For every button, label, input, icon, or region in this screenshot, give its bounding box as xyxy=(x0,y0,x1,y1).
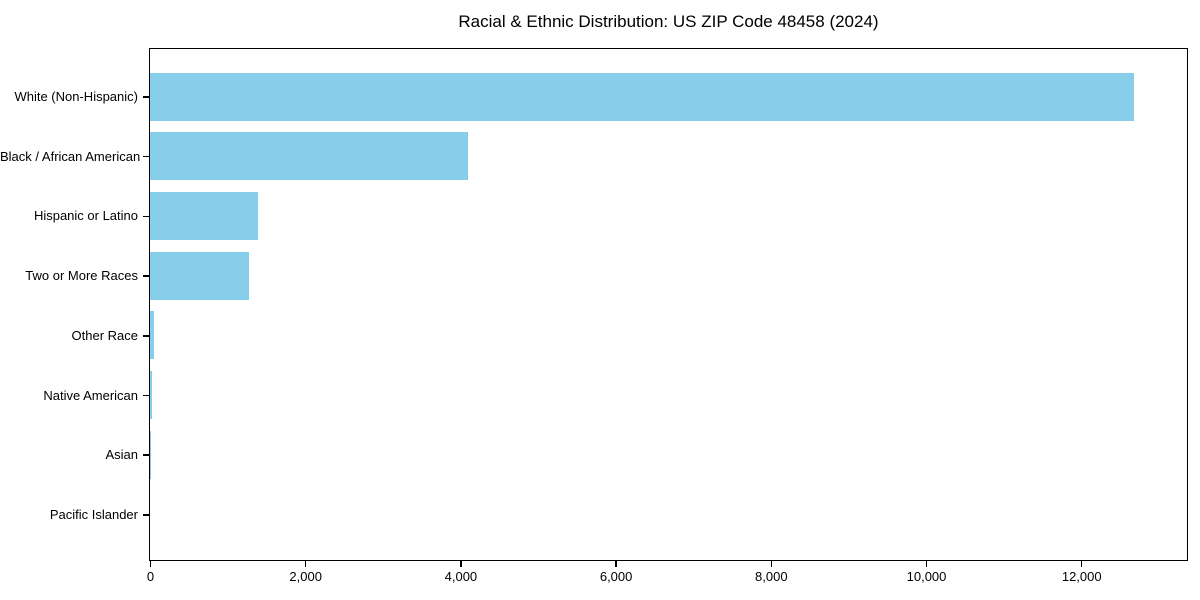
x-tick xyxy=(460,561,462,567)
category-label: Two or More Races xyxy=(25,268,138,284)
y-tick xyxy=(143,96,149,98)
x-tick-label: 2,000 xyxy=(289,569,322,584)
x-tick xyxy=(770,561,773,567)
x-tick xyxy=(304,561,307,567)
chart-title: Racial & Ethnic Distribution: US ZIP Cod… xyxy=(458,12,879,31)
y-tick xyxy=(143,514,149,516)
x-tick-label: 6,000 xyxy=(599,569,633,584)
x-tick-label: 8,000 xyxy=(755,569,788,584)
x-tick xyxy=(1080,561,1083,567)
y-tick xyxy=(143,275,149,277)
bar xyxy=(150,371,152,419)
x-tick-label: 0 xyxy=(146,569,155,584)
bar xyxy=(150,311,154,360)
category-label: Pacific Islander xyxy=(49,506,138,522)
x-tick-label: 10,000 xyxy=(906,569,947,584)
y-tick xyxy=(143,215,149,218)
x-tick xyxy=(925,561,928,567)
category-label: Black / African American xyxy=(0,148,141,164)
bar xyxy=(150,132,469,181)
y-tick xyxy=(143,394,149,397)
x-tick xyxy=(149,561,152,567)
y-tick xyxy=(143,335,149,337)
category-label: Asian xyxy=(105,447,138,463)
bar xyxy=(150,72,1134,121)
x-tick xyxy=(615,561,617,567)
y-tick xyxy=(143,454,149,456)
y-tick xyxy=(143,155,149,158)
category-label: Other Race xyxy=(71,327,138,343)
category-label: Hispanic or Latino xyxy=(33,208,138,224)
bar xyxy=(150,251,249,300)
category-label: Native American xyxy=(43,387,138,403)
plot-area xyxy=(149,48,1188,561)
bar xyxy=(150,191,258,240)
category-label: White (Non-Hispanic) xyxy=(14,89,138,104)
x-tick-label: 4,000 xyxy=(444,569,478,584)
x-tick-label: 12,000 xyxy=(1061,569,1102,584)
